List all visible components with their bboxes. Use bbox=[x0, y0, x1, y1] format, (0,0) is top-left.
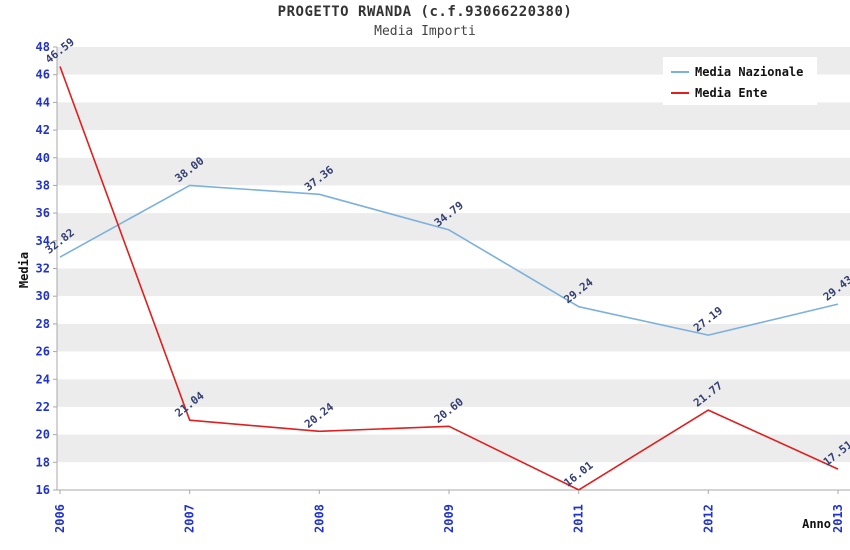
plot-band bbox=[57, 268, 850, 297]
tick-labels: 16 18 20 22 24 26 28 30 32 34 36 38 40 42 44 46 48 2006 20… bbox=[36, 40, 845, 533]
plot-band bbox=[57, 434, 850, 463]
y-tick-label: 40 bbox=[36, 151, 50, 165]
y-tick-label: 28 bbox=[36, 317, 50, 331]
y-tick-label: 22 bbox=[36, 400, 50, 414]
y-tick-label: 16 bbox=[36, 483, 50, 497]
plot-band bbox=[57, 157, 850, 186]
y-tick-label: 36 bbox=[36, 206, 50, 220]
series-line-media-ente bbox=[59, 66, 839, 491]
x-tick-label: 2006 bbox=[53, 504, 67, 533]
chart-subtitle: Media Importi bbox=[374, 24, 476, 39]
plot-band bbox=[57, 102, 850, 131]
plot-band bbox=[57, 379, 850, 407]
series-lines bbox=[59, 66, 839, 491]
plot-band bbox=[57, 296, 850, 324]
series-line-media-nazionale bbox=[59, 184, 839, 336]
y-tick-label: 38 bbox=[36, 178, 50, 192]
plot-band bbox=[57, 351, 850, 380]
y-tick-label: 42 bbox=[36, 123, 50, 137]
legend-label-media-nazionale: Media Nazionale bbox=[695, 65, 803, 79]
y-tick-label: 46 bbox=[36, 68, 50, 82]
x-axis-title: Anno bbox=[802, 517, 831, 531]
x-tick-label: 2011 bbox=[572, 504, 586, 533]
y-tick-label: 24 bbox=[36, 372, 50, 386]
legend: Media Nazionale Media Ente bbox=[663, 57, 817, 105]
plot-band bbox=[57, 462, 850, 490]
y-tick-label: 30 bbox=[36, 289, 50, 303]
y-axis-title: Media bbox=[17, 252, 31, 288]
x-tick-label: 2012 bbox=[701, 504, 715, 533]
x-tick-label: 2013 bbox=[831, 504, 845, 533]
plot-band bbox=[57, 240, 850, 269]
plot-band bbox=[57, 213, 850, 241]
y-tick-label: 26 bbox=[36, 345, 50, 359]
plot-band bbox=[57, 185, 850, 214]
x-tick-label: 2007 bbox=[183, 504, 197, 533]
y-tick-label: 32 bbox=[36, 262, 50, 276]
plot-bands bbox=[57, 47, 850, 490]
y-tick-label: 48 bbox=[36, 40, 50, 54]
chart-title: PROGETTO RWANDA (c.f.93066220380) bbox=[278, 4, 573, 20]
y-tick-label: 34 bbox=[36, 234, 50, 248]
plot-band bbox=[57, 130, 850, 158]
y-tick-label: 18 bbox=[36, 455, 50, 469]
legend-box bbox=[663, 57, 817, 105]
x-tick-label: 2009 bbox=[442, 504, 456, 533]
y-tick-label: 44 bbox=[36, 95, 50, 109]
x-tick-label: 2008 bbox=[312, 504, 326, 533]
plot-band bbox=[57, 323, 850, 352]
legend-label-media-ente: Media Ente bbox=[695, 86, 767, 100]
y-tick-label: 20 bbox=[36, 428, 50, 442]
